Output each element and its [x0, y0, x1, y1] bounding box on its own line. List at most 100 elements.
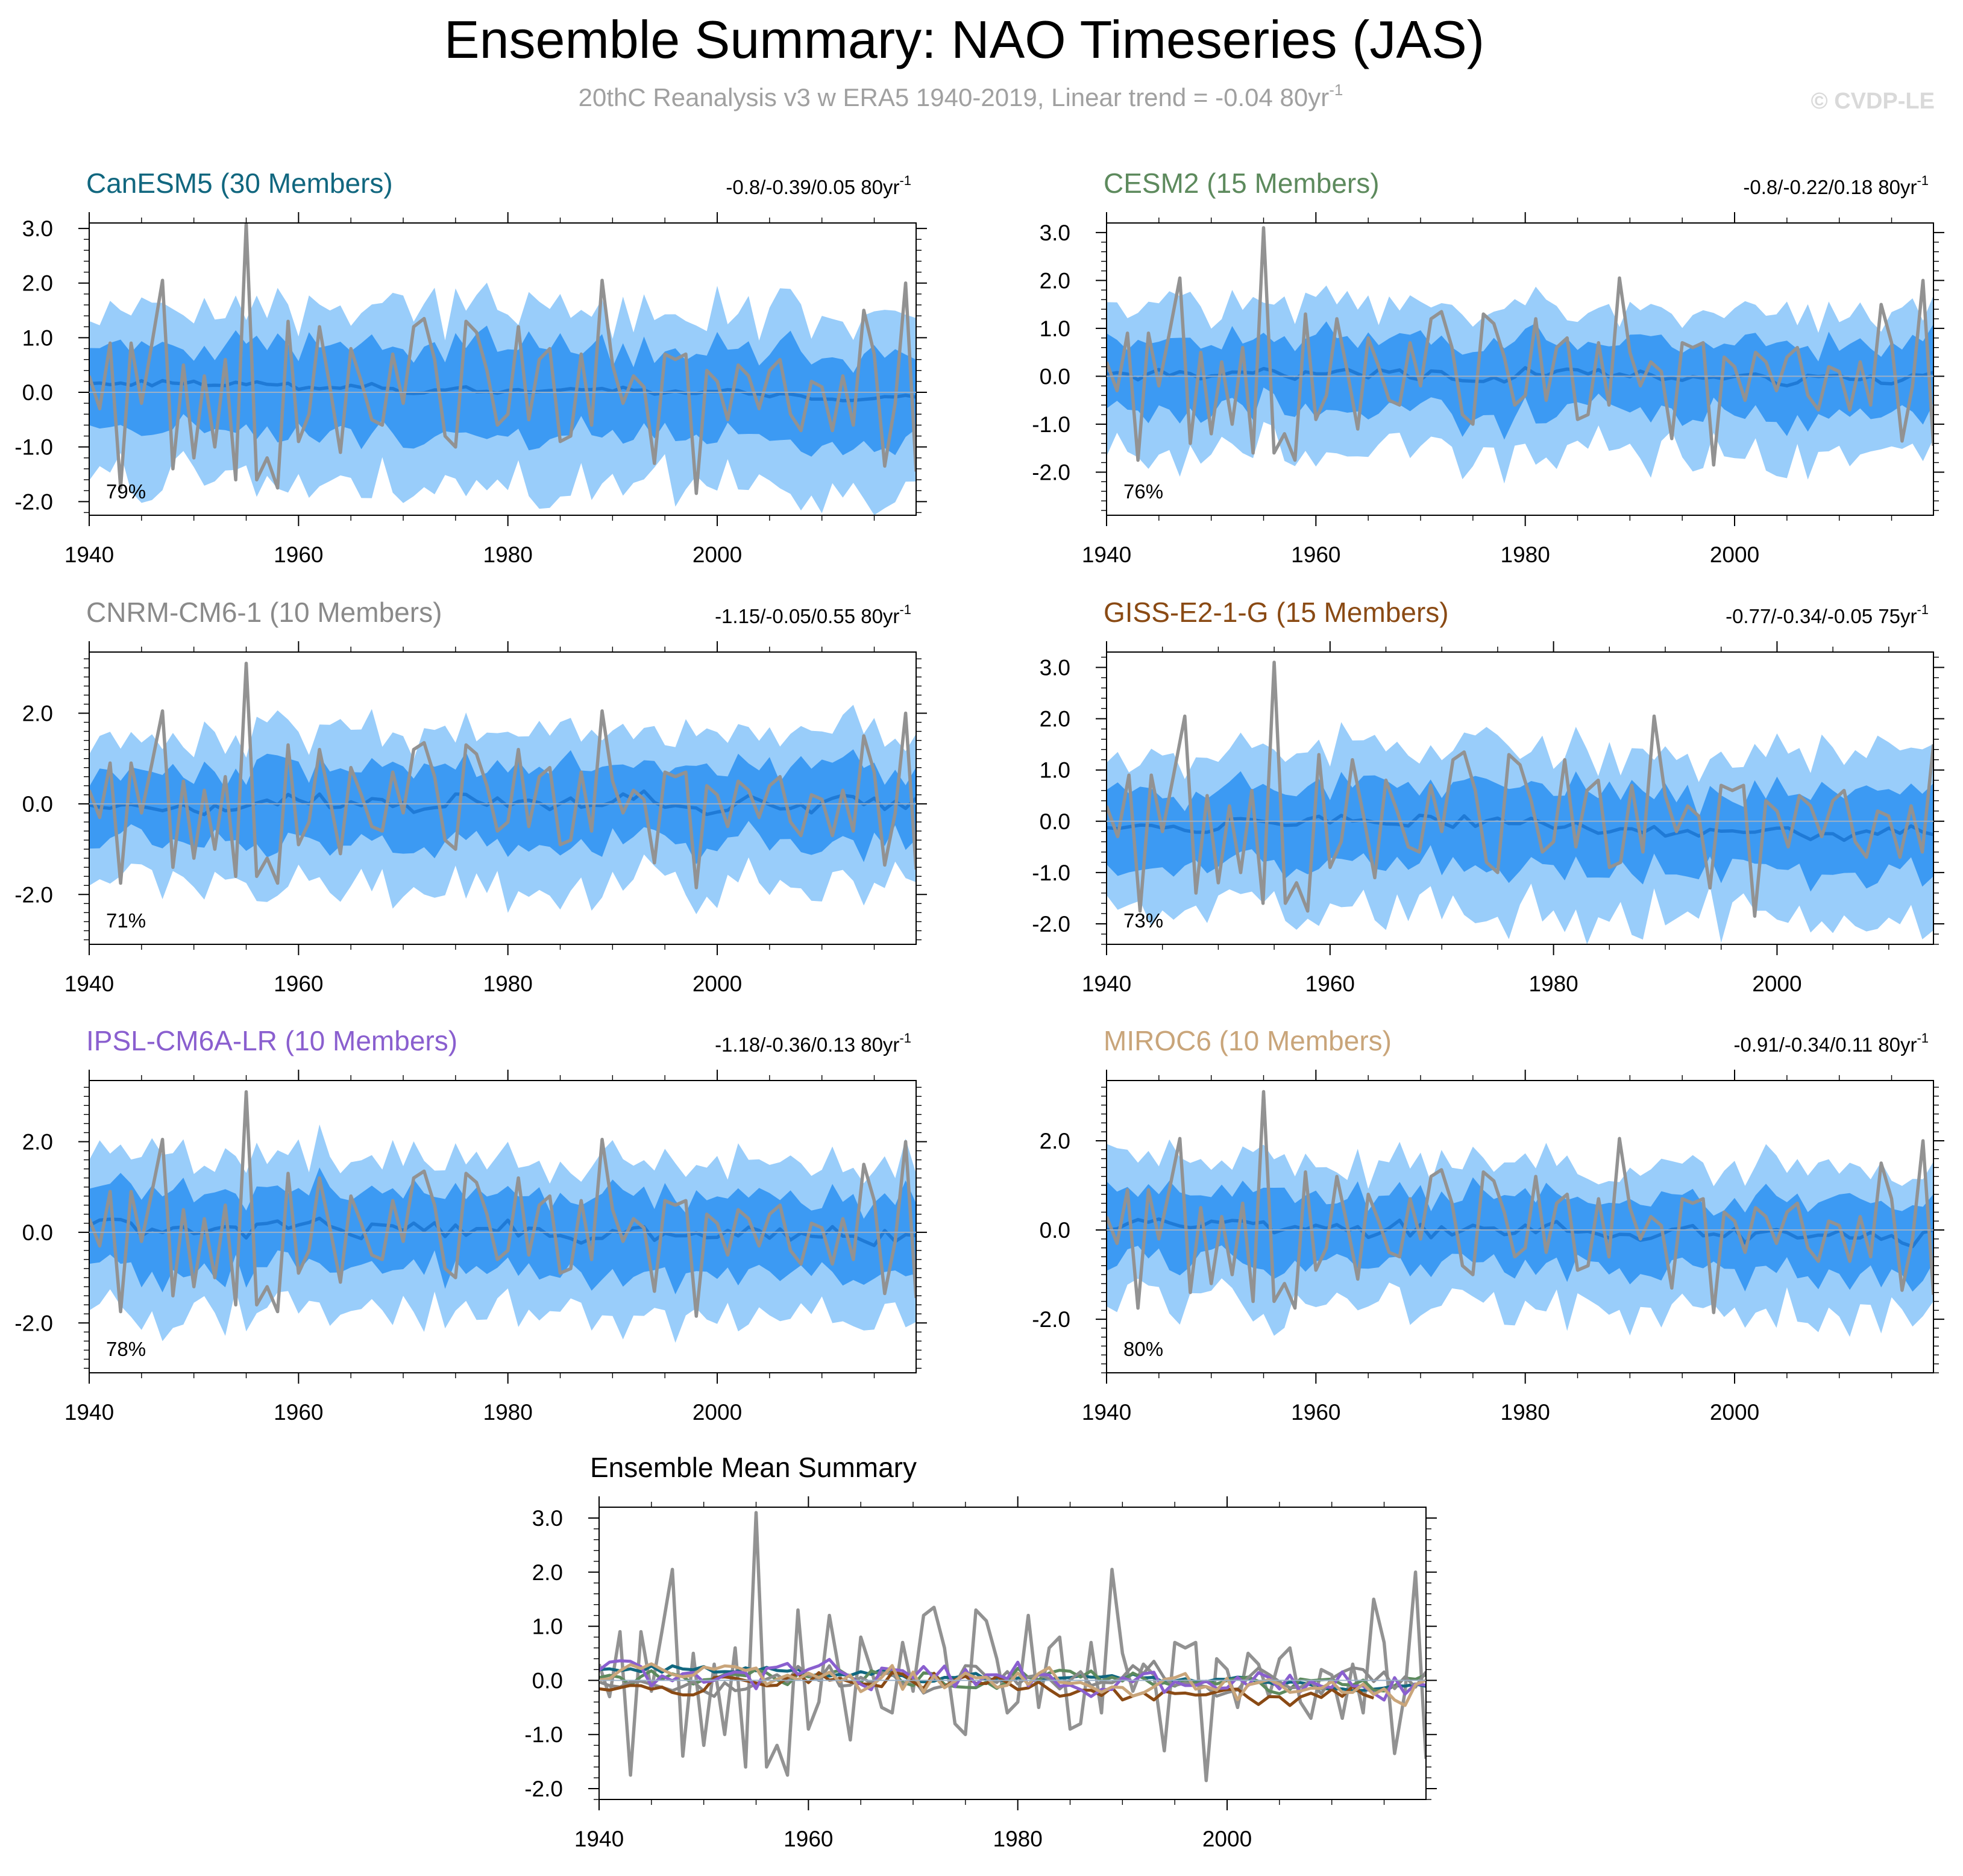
x-tick-label: 2000 [1202, 1827, 1252, 1851]
y-tick-label: 1.0 [1040, 758, 1070, 783]
x-tick-label: 1940 [1082, 1400, 1131, 1425]
x-tick-label: 2000 [1752, 971, 1801, 996]
trend-exponent: -1 [1917, 602, 1929, 617]
x-tick-label: 2000 [1710, 542, 1759, 567]
x-tick-label: 1980 [483, 971, 533, 996]
ensemble-25-75-band [89, 749, 916, 864]
subtitle-exponent: -1 [1329, 81, 1343, 99]
trend-text: -0.91/-0.34/0.11 80yr [1734, 1034, 1917, 1056]
panel-title: CESM2 (15 Members) [1104, 168, 1380, 199]
x-tick-label: 1960 [1291, 542, 1340, 567]
plot-frame [1106, 1080, 1934, 1373]
y-tick-label: -1.0 [1032, 861, 1070, 885]
x-tick-label: 1980 [993, 1827, 1043, 1851]
y-tick-label: 3.0 [1040, 221, 1070, 245]
plot-frame [1106, 222, 1934, 516]
panels: CanESM5 (30 Members) -0.8/-0.39/0.05 80yr… [14, 168, 1944, 1851]
x-tick-label: 1940 [64, 1400, 114, 1425]
x-tick-label: 1980 [483, 542, 533, 567]
panel-3: GISS-E2-1-G (15 Members) -0.77/-0.34/-0.0… [1032, 597, 1944, 996]
y-tick-label: 0.0 [1040, 364, 1070, 389]
y-tick-label: 0.0 [1040, 809, 1070, 834]
trend-exponent: -1 [1917, 1031, 1929, 1046]
plot-area [89, 223, 916, 515]
x-tick-label: 2000 [693, 971, 742, 996]
x-tick-label: 1960 [274, 1400, 323, 1425]
panel-1: CESM2 (15 Members) -0.8/-0.22/0.18 80yr-1… [1032, 168, 1944, 567]
ensemble-25-75-band [1107, 321, 1933, 440]
percent-label: 80% [1123, 1338, 1163, 1360]
trend-exponent: -1 [899, 602, 911, 617]
y-tick-label: -2.0 [1032, 460, 1070, 485]
percent-label: 71% [106, 909, 146, 932]
panel-2: CNRM-CM6-1 (10 Members) -1.15/-0.05/0.55 … [14, 597, 927, 996]
x-tick-label: 2000 [693, 542, 742, 567]
percent-label: 79% [106, 480, 146, 503]
panel-trend: -1.18/-0.36/0.13 80yr-1 [715, 1031, 911, 1056]
trend-text: -0.77/-0.34/-0.05 75yr [1726, 605, 1917, 627]
trend-exponent: -1 [1917, 173, 1929, 188]
observed-nao-line [1107, 660, 1933, 918]
y-tick-label: 0.0 [1040, 1218, 1070, 1243]
ensemble-mean-line-3 [599, 1671, 1375, 1707]
trend-exponent: -1 [899, 1031, 911, 1046]
y-tick-label: -2.0 [1032, 912, 1070, 936]
plot-area [89, 1090, 916, 1343]
trend-text: -1.18/-0.36/0.13 80yr [715, 1034, 899, 1056]
panel-6: Ensemble Mean Summary 3.0 2.0 1.0 0.0 -1.0 -2.… [524, 1452, 1437, 1851]
y-tick-label: 0.0 [532, 1668, 563, 1693]
plot-frame [89, 1080, 917, 1373]
panel-trend: -0.77/-0.34/-0.05 75yr-1 [1726, 602, 1929, 627]
y-tick-label: -2.0 [14, 882, 53, 907]
y-tick-label: -2.0 [14, 489, 53, 514]
y-tick-label: -2.0 [524, 1777, 563, 1801]
panel-trend: -0.8/-0.22/0.18 80yr-1 [1743, 173, 1929, 198]
x-tick-label: 1980 [1501, 1400, 1550, 1425]
panel-4: IPSL-CM6A-LR (10 Members) -1.18/-0.36/0.1… [14, 1025, 927, 1425]
y-tick-label: -1.0 [524, 1722, 563, 1747]
y-tick-label: 1.0 [1040, 316, 1070, 341]
ensemble-mean-line [1107, 814, 1933, 842]
y-tick-label: 2.0 [22, 271, 53, 296]
figure-title: Ensemble Summary: NAO Timeseries (JAS) [444, 10, 1484, 69]
percent-label: 78% [106, 1338, 146, 1360]
panel-5: MIROC6 (10 Members) -0.91/-0.34/0.11 80yr… [1032, 1025, 1944, 1425]
y-tick-label: 3.0 [22, 216, 53, 241]
y-tick-label: 3.0 [1040, 656, 1070, 680]
plot-area [1107, 1090, 1933, 1337]
y-tick-label: 1.0 [532, 1614, 563, 1639]
y-tick-label: 0.0 [22, 792, 53, 817]
panel-trend: -0.91/-0.34/0.11 80yr-1 [1734, 1031, 1929, 1056]
y-tick-label: 0.0 [22, 1220, 53, 1245]
x-tick-label: 1940 [1082, 542, 1131, 567]
y-tick-label: -2.0 [14, 1311, 53, 1335]
percent-label: 73% [1123, 909, 1163, 932]
panel-title: GISS-E2-1-G (15 Members) [1104, 597, 1449, 628]
x-tick-label: 1940 [64, 542, 114, 567]
panel-trend: -0.8/-0.39/0.05 80yr-1 [726, 173, 911, 198]
x-tick-label: 2000 [1710, 1400, 1759, 1425]
panel-title: MIROC6 (10 Members) [1104, 1025, 1392, 1056]
panel-title: CNRM-CM6-1 (10 Members) [86, 597, 442, 628]
y-tick-label: 2.0 [1040, 268, 1070, 293]
ensemble-mean-line [89, 789, 916, 817]
observed-nao-line [89, 1090, 916, 1318]
observed-nao-line [89, 223, 916, 495]
plot-frame [89, 222, 917, 516]
trend-text: -0.8/-0.22/0.18 80yr [1743, 176, 1917, 198]
plot-area [599, 1511, 1426, 1783]
panel-trend: -1.15/-0.05/0.55 80yr-1 [715, 602, 911, 627]
ensemble-mean-line-4 [599, 1658, 1426, 1702]
x-tick-label: 1960 [1291, 1400, 1340, 1425]
x-tick-label: 1980 [1528, 971, 1578, 996]
x-tick-label: 1940 [1082, 971, 1131, 996]
y-tick-label: 3.0 [532, 1506, 563, 1531]
y-tick-label: 0.0 [22, 380, 53, 405]
x-tick-label: 1940 [574, 1827, 624, 1851]
x-tick-label: 1960 [274, 542, 323, 567]
panel-title: CanESM5 (30 Members) [86, 168, 393, 199]
x-tick-label: 1980 [483, 1400, 533, 1425]
plot-frame [89, 651, 917, 945]
plot-area [1107, 660, 1933, 944]
